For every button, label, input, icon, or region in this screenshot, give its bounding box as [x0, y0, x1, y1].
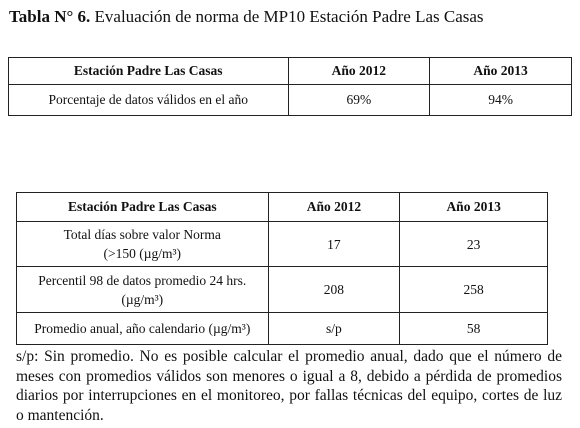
cell: Percentil 98 de datos promedio 24 hrs. (µ… — [16, 266, 269, 313]
row: Percentil 98 de datos promedio 24 hrs. (µ… — [16, 266, 548, 313]
header-cell: Año 2013 — [429, 57, 572, 85]
row: Porcentaje de datos válidos en el año 69%… — [8, 84, 572, 116]
row: Promedio anual, año calendario (µg/m³) s/… — [16, 312, 548, 345]
title-label: Tabla N° 6. — [9, 7, 91, 26]
cell-line: Total días sobre valor Norma — [63, 227, 221, 242]
cell-line: Promedio anual, año calendario (µg/m³) — [34, 321, 251, 336]
footnote: s/p: Sin promedio. No es posible calcula… — [16, 348, 562, 424]
cell: 258 — [399, 266, 548, 313]
table: Estación Padre Las Casas Año 2012 Año 2013… — [16, 192, 548, 345]
cell-line: Percentil 98 de datos promedio 24 hrs. — [38, 272, 247, 288]
cell: s/p — [267, 312, 401, 345]
header-cell: Año 2012 — [267, 192, 401, 222]
title-text: Evaluación de norma de MP10 Estación Pad… — [90, 7, 484, 26]
cell: Promedio anual, año calendario (µg/m³) — [16, 312, 269, 345]
header-cell: Año 2012 — [287, 57, 431, 85]
table-title: Tabla N° 6. Evaluación de norma de MP10 … — [9, 7, 484, 27]
cell: 208 — [267, 266, 401, 313]
cell: Total días sobre valor Norma (>150 (µg/m³… — [16, 221, 269, 267]
cell: 17 — [267, 221, 401, 267]
header-cell: Año 2013 — [399, 192, 548, 222]
header-cell: Estación Padre Las Casas — [16, 192, 269, 222]
header-row: Estación Padre Las Casas Año 2012 Año 2013 — [8, 57, 572, 85]
cell: 69% — [287, 84, 431, 116]
header-cell: Estación Padre Las Casas — [8, 57, 289, 85]
cell-line: (>150 (µg/m³) — [103, 246, 182, 261]
cell: 23 — [399, 221, 548, 267]
table: Estación Padre Las Casas Año 2012 Año 2013… — [8, 57, 572, 116]
header-row: Estación Padre Las Casas Año 2012 Año 2013 — [16, 192, 548, 222]
cell: 58 — [399, 312, 548, 345]
cell: Porcentaje de datos válidos en el año — [8, 84, 289, 116]
cell: 94% — [429, 84, 572, 116]
row: Total días sobre valor Norma (>150 (µg/m³… — [16, 221, 548, 267]
cell-line: (µg/m³) — [121, 291, 164, 307]
